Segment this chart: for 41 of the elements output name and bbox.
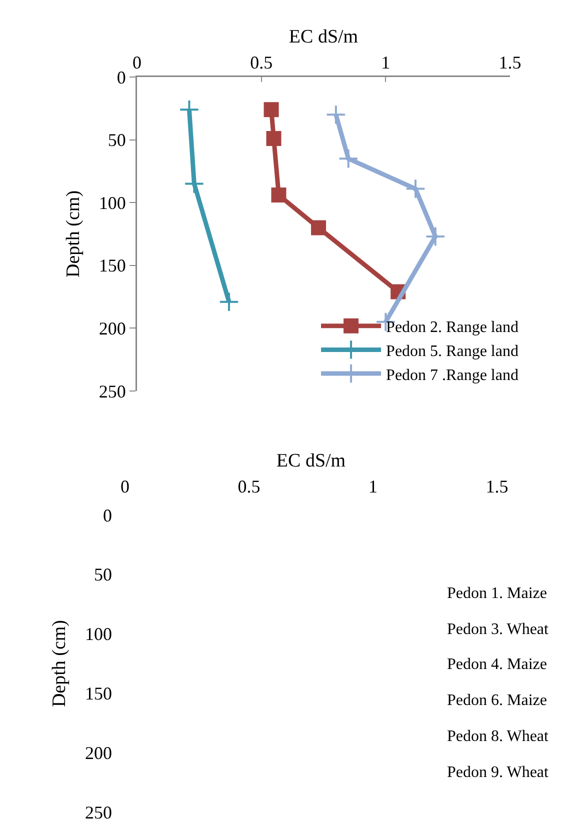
point (338, 148, 358, 169)
y-tick-label: 50 (94, 564, 112, 585)
point (311, 220, 326, 236)
y-tick-label: 250 (85, 802, 112, 822)
legend-label: Pedon 7 .Range land (386, 366, 518, 384)
y-axis-title: Depth (cm) (63, 190, 84, 278)
annotation: Pedon 9. Wheat (447, 764, 550, 781)
point (266, 131, 282, 146)
y-tick-label: 250 (98, 381, 126, 402)
y-tick-label: 150 (98, 256, 126, 276)
point (425, 226, 446, 247)
x-tick-label: 1.5 (486, 476, 508, 496)
y-tick-label: 0 (103, 505, 112, 526)
point (264, 102, 279, 118)
y-tick-label: 200 (98, 318, 126, 338)
x-tick-label: 1.5 (498, 52, 522, 72)
y-tick-label: 0 (116, 67, 126, 88)
y-tick-label: 50 (108, 130, 126, 150)
y-axis-title: Depth (cm) (48, 620, 70, 708)
point (218, 292, 240, 312)
annotation: Pedon 6. Maize (447, 692, 547, 709)
x-axis-title: EC dS/m (288, 26, 358, 48)
y-tick-label: 100 (85, 624, 112, 644)
x-tick-label: 0 (132, 52, 142, 72)
annotation: Pedon 4. Maize (447, 656, 547, 673)
y-tick-label: 150 (85, 684, 112, 704)
legend-label: Pedon 5. Range land (386, 342, 518, 360)
y-tick-label: 100 (98, 192, 126, 213)
point (271, 188, 286, 203)
annotation: Pedon 8. Wheat (447, 728, 550, 745)
annotation: Pedon 1. Maize (447, 585, 547, 602)
x-tick-label: 1 (381, 52, 390, 72)
point (326, 104, 346, 125)
x-tick-label: 0.5 (250, 52, 273, 72)
x-tick-label: 1 (368, 476, 378, 496)
y-tick-label: 200 (85, 742, 112, 763)
legend-label: Pedon 2. Range land (386, 319, 518, 336)
x-tick-label: 0.5 (238, 476, 260, 496)
annotation: Pedon 3. Wheat (447, 621, 550, 638)
x-axis-title: EC dS/m (276, 450, 346, 472)
point (405, 178, 426, 199)
